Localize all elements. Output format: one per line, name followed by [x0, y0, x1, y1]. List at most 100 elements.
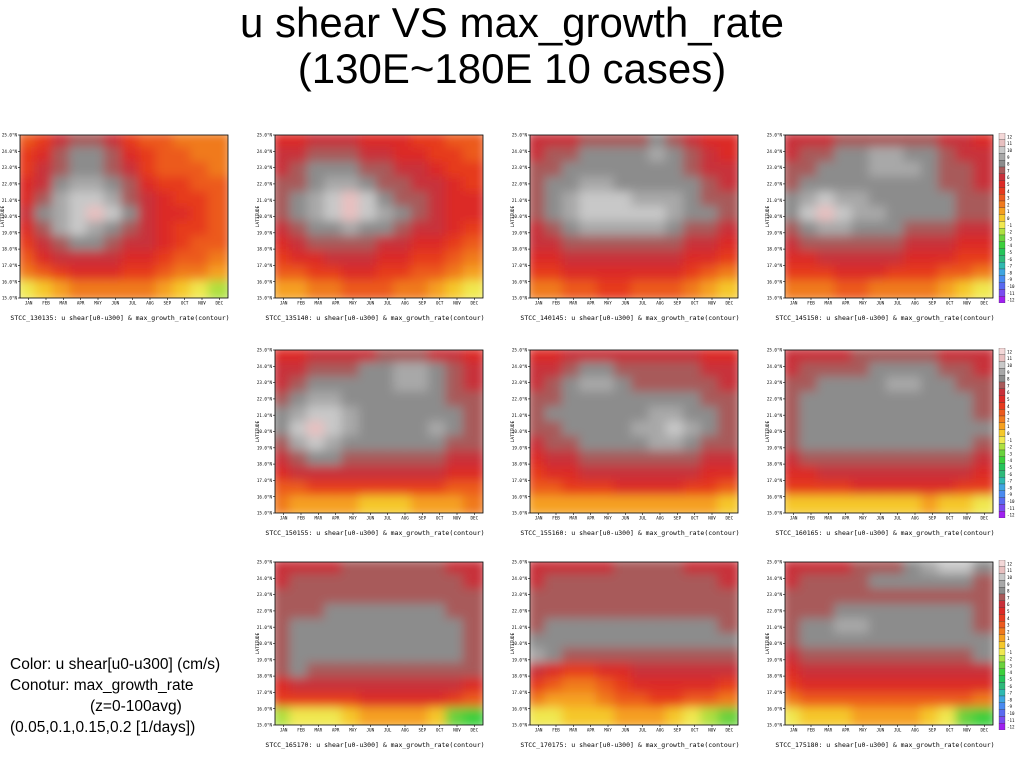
y-tick-label: 25.0°N: [257, 560, 273, 565]
legend-label: -2: [1007, 445, 1013, 450]
y-tick-label: 23.0°N: [767, 165, 783, 170]
y-tick-label: 22.0°N: [767, 397, 783, 402]
x-tick-label: MAR: [570, 301, 578, 306]
y-tick-label: 24.0°N: [257, 576, 273, 581]
y-tick-label: 21.0°N: [257, 625, 273, 630]
y-tick-label: 18.0°N: [512, 674, 528, 679]
y-axis-label: LATITUDE: [0, 205, 6, 227]
legend-swatch: [998, 289, 1006, 297]
heatmap-cells: [530, 350, 738, 513]
y-tick-label: 19.0°N: [512, 657, 528, 662]
x-tick-label: JUL: [894, 516, 902, 521]
x-tick-label: APR: [332, 516, 340, 521]
heatmap-svg: 15.0°N 16.0°N 17.0°N 18.0°N 19.0°N 20.0°N 21.0…: [510, 133, 739, 306]
x-tick-label: JUL: [639, 301, 647, 306]
legend-label: -10: [1007, 711, 1015, 716]
x-tick-label: DEC: [471, 516, 479, 521]
legend-label: 0: [1007, 216, 1010, 221]
legend-label: -7: [1007, 479, 1013, 484]
legend-label: 2: [1007, 202, 1010, 207]
heatmap-svg: 15.0°N 16.0°N 17.0°N 18.0°N 19.0°N 20.0°N 21.0…: [765, 133, 994, 306]
x-tick-label: SEP: [419, 516, 427, 521]
heatmap-cell: [972, 495, 993, 513]
x-tick-label: OCT: [946, 728, 954, 733]
legend-label: 5: [1007, 397, 1010, 402]
y-tick-label: 22.0°N: [257, 609, 273, 614]
y-tick-label: 21.0°N: [257, 198, 273, 203]
x-tick-label: FEB: [552, 301, 560, 306]
legend-swatch: [998, 375, 1006, 383]
x-tick-label: FEB: [42, 301, 50, 306]
legend-label: -11: [1007, 291, 1015, 296]
heatmap-panel: 15.0°N 16.0°N 17.0°N 18.0°N 19.0°N 20.0°N 21.0…: [765, 345, 1005, 545]
panel-caption: STCC_175180: u shear[u0-u300] & max_grow…: [775, 741, 995, 749]
legend-label: 8: [1007, 377, 1010, 382]
legend-swatch: [998, 449, 1006, 457]
legend-label: -8: [1007, 485, 1013, 490]
x-tick-label: OCT: [181, 301, 189, 306]
legend-label: -4: [1007, 670, 1013, 675]
legend-swatch: [998, 187, 1006, 195]
legend-label: -12: [1007, 725, 1015, 730]
y-tick-label: 17.0°N: [2, 263, 18, 268]
y-axis-label: LATITUDE: [255, 420, 261, 442]
y-tick-label: 17.0°N: [767, 690, 783, 695]
legend-label: 9: [1007, 582, 1010, 587]
legend-swatch: [998, 504, 1006, 512]
x-tick-label: APR: [587, 516, 595, 521]
x-tick-label: MAY: [94, 301, 102, 306]
legend-swatch: [998, 132, 1006, 140]
y-tick-label: 16.0°N: [257, 706, 273, 711]
x-tick-label: JUN: [877, 301, 885, 306]
x-tick-label: MAY: [349, 516, 357, 521]
y-tick-label: 25.0°N: [512, 560, 528, 565]
y-tick-label: 16.0°N: [512, 494, 528, 499]
heatmap-cell: [972, 707, 993, 725]
x-tick-label: MAY: [604, 728, 612, 733]
y-tick-label: 17.0°N: [767, 478, 783, 483]
x-tick-label: JUN: [622, 516, 630, 521]
legend-label: 7: [1007, 168, 1010, 173]
legend-swatch: [998, 477, 1006, 485]
y-tick-label: 25.0°N: [257, 133, 273, 138]
legend-swatch: [998, 587, 1006, 595]
legend-label: -1: [1007, 223, 1013, 228]
x-tick-label: MAR: [315, 301, 323, 306]
y-tick-label: 15.0°N: [257, 723, 273, 728]
heatmap-panel: 15.0°N 16.0°N 17.0°N 18.0°N 19.0°N 20.0°N 21.0…: [0, 130, 240, 330]
legend-label: 9: [1007, 155, 1010, 160]
legend-swatch: [998, 153, 1006, 161]
legend-label: -12: [1007, 513, 1015, 518]
x-tick-label: NOV: [963, 516, 971, 521]
y-tick-label: 19.0°N: [257, 230, 273, 235]
y-tick-label: 18.0°N: [257, 674, 273, 679]
legend-swatch: [998, 573, 1006, 581]
heatmap-svg: 15.0°N 16.0°N 17.0°N 18.0°N 19.0°N 20.0°N 21.0…: [510, 560, 739, 733]
y-tick-label: 23.0°N: [512, 592, 528, 597]
slide-title: u shear VS max_growth_rate (130E~180E 10…: [0, 0, 1024, 92]
legend-label: -5: [1007, 250, 1013, 255]
y-tick-label: 20.0°N: [767, 641, 783, 646]
heatmap-cells: [785, 135, 993, 298]
heatmap-cells: [20, 135, 228, 298]
x-tick-label: AUG: [401, 728, 409, 733]
y-tick-label: 23.0°N: [512, 380, 528, 385]
x-tick-label: AUG: [911, 516, 919, 521]
x-tick-label: APR: [842, 301, 850, 306]
legend-label: -9: [1007, 492, 1013, 497]
notes-contour-line: Conotur: max_growth_rate: [10, 677, 194, 694]
y-tick-label: 16.0°N: [767, 706, 783, 711]
x-tick-label: AUG: [401, 301, 409, 306]
y-tick-label: 18.0°N: [767, 247, 783, 252]
legend-swatch: [998, 228, 1006, 236]
y-tick-label: 24.0°N: [767, 364, 783, 369]
legend-swatch: [998, 166, 1006, 174]
x-tick-label: JUL: [384, 516, 392, 521]
legend-label: 1: [1007, 424, 1010, 429]
x-tick-label: NOV: [963, 301, 971, 306]
legend-label: 6: [1007, 175, 1010, 180]
panel-caption: STCC_145150: u shear[u0-u300] & max_grow…: [775, 314, 995, 322]
x-tick-label: NOV: [453, 301, 461, 306]
y-tick-label: 19.0°N: [257, 657, 273, 662]
x-tick-label: JUN: [367, 516, 375, 521]
